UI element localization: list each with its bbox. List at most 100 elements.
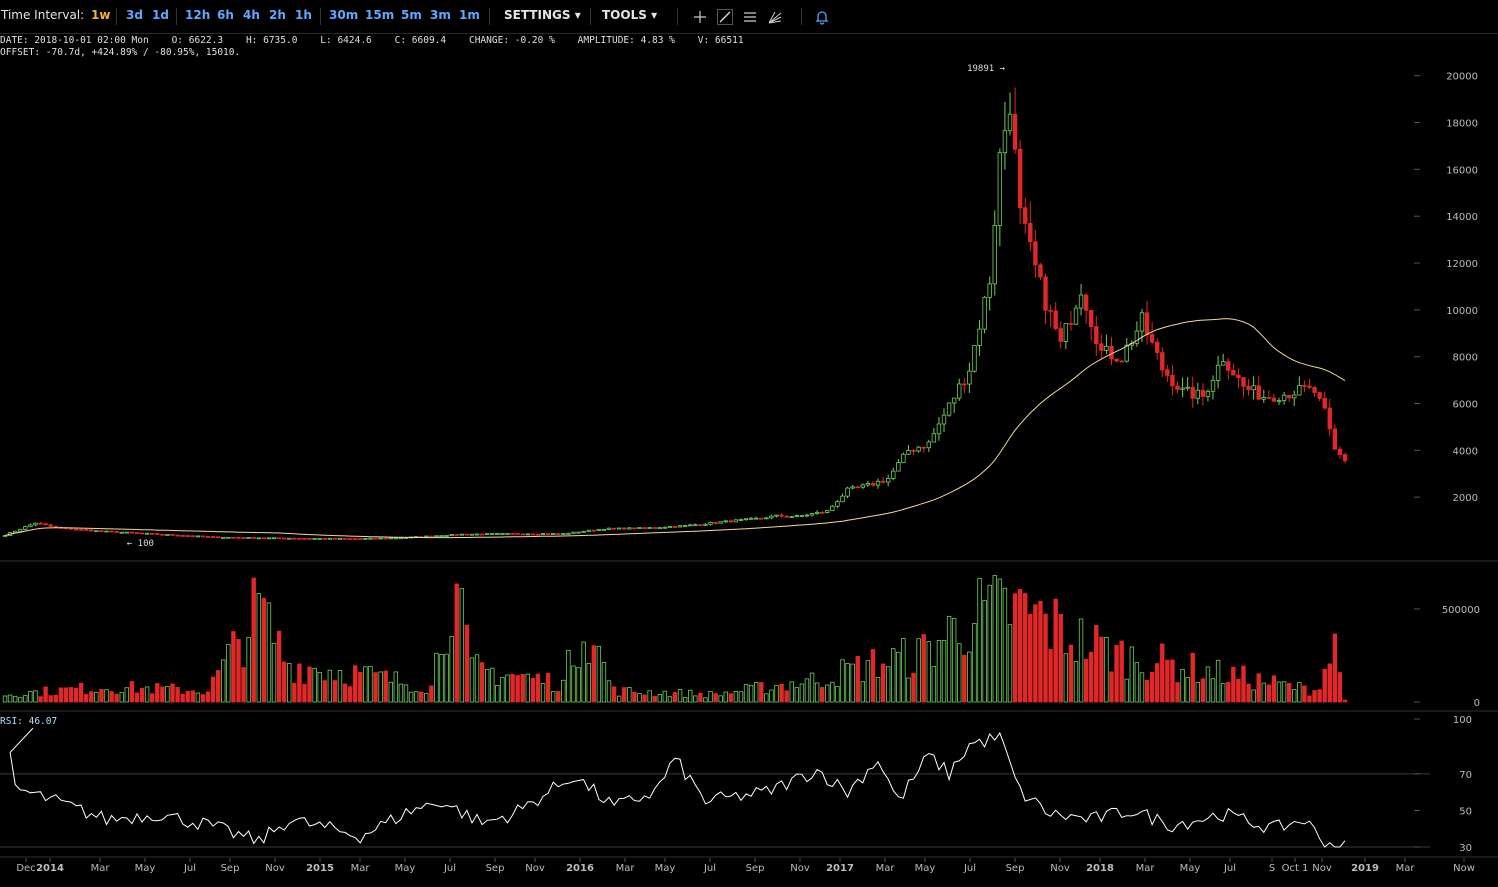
volume-bar (545, 673, 551, 703)
interval-5m[interactable]: 5m (401, 8, 422, 22)
candle-body (332, 537, 338, 540)
candle-body (490, 533, 495, 536)
candle-body (246, 537, 251, 539)
volume-bar (774, 685, 779, 703)
price-axis-label: 6000 (1453, 400, 1478, 411)
interval-6h[interactable]: 6h (217, 8, 234, 22)
volume-bar (637, 692, 642, 703)
candle-body (784, 515, 789, 518)
settings-menu[interactable]: SETTINGS ▾ (504, 8, 581, 22)
price-axis-label: 18000 (1446, 119, 1478, 130)
volume-bar (215, 670, 221, 703)
candle-body (1033, 241, 1038, 266)
candle-body (185, 535, 190, 537)
settings-label: SETTINGS (504, 8, 571, 22)
volume-bar (667, 696, 673, 703)
volume-bar (1256, 673, 1261, 703)
volume-bar (738, 691, 744, 703)
volume-bar (1220, 683, 1226, 703)
candle-body (1058, 328, 1063, 342)
interval-1m[interactable]: 1m (459, 8, 480, 22)
trendline-icon[interactable] (717, 9, 733, 25)
separator (176, 8, 177, 25)
volume-bar (378, 671, 383, 703)
interval-12h[interactable]: 12h (185, 8, 211, 22)
volume-bar (73, 687, 79, 703)
volume-bar (1342, 699, 1348, 703)
volume-bar (327, 669, 333, 703)
crosshair-icon[interactable] (692, 9, 708, 25)
volume-bar (936, 640, 942, 703)
candle-body (89, 529, 94, 532)
volume-bar (1266, 684, 1272, 703)
bell-icon[interactable] (814, 9, 830, 25)
time-axis-label: Mar (351, 863, 371, 874)
candle-body (540, 533, 546, 536)
volume-bar (677, 689, 683, 703)
time-axis-label: 2016 (566, 863, 594, 874)
volume-bar (1104, 636, 1109, 703)
separator (801, 8, 802, 25)
interval-30m[interactable]: 30m (329, 8, 359, 22)
candle-body (1089, 309, 1094, 328)
candle-body (210, 536, 216, 538)
volume-bar (1068, 644, 1074, 703)
interval-4h[interactable]: 4h (243, 8, 260, 22)
candle-body (850, 486, 855, 489)
candle-body (718, 521, 723, 524)
time-axis-label: S (1269, 863, 1275, 874)
candle-body (464, 533, 470, 536)
volume-bar (525, 673, 531, 703)
ohlc-info-line: DATE: 2018-10-01 02:00 Mon O: 6622.3 H: … (0, 35, 744, 46)
price-axis-label: 4000 (1453, 446, 1478, 457)
volume-bar (89, 691, 94, 703)
volume-bar (388, 681, 393, 703)
volume-bar (205, 691, 211, 703)
time-axis-label: Mar (876, 863, 896, 874)
volume-bar (870, 649, 876, 703)
volume-bar (1322, 668, 1327, 703)
fan-icon[interactable] (767, 9, 783, 25)
volume-bar (1332, 633, 1338, 703)
candle-body (281, 537, 287, 540)
interval-1w[interactable]: 1w (91, 8, 111, 22)
candle-body (241, 537, 246, 539)
candle-body (571, 531, 576, 534)
volume-bar (550, 691, 556, 703)
interval-1h[interactable]: 1h (295, 8, 312, 22)
volume-bar (84, 694, 89, 703)
price-axis-label: 2000 (1453, 493, 1478, 504)
candle-body (911, 450, 916, 452)
candle-body (931, 433, 937, 443)
horizontal-lines-icon[interactable] (742, 9, 758, 25)
interval-3d[interactable]: 3d (126, 8, 143, 22)
volume-bar (901, 638, 906, 703)
rsi-axis-label: 70 (1459, 770, 1472, 781)
candle-body (1053, 310, 1058, 330)
candle-body (500, 533, 505, 535)
candle-body (200, 535, 206, 538)
candle-body (520, 533, 525, 536)
volume-bar (1246, 683, 1251, 703)
time-axis-label: 2014 (36, 863, 64, 874)
tools-menu[interactable]: TOOLS ▾ (602, 8, 657, 22)
candle-body (469, 533, 475, 536)
candle-body (236, 537, 241, 539)
time-axis-label: Sep (486, 863, 505, 874)
interval-3m[interactable]: 3m (430, 8, 451, 22)
interval-15m[interactable]: 15m (365, 8, 395, 22)
candle-body (632, 527, 637, 530)
interval-2h[interactable]: 2h (269, 8, 286, 22)
volume-bar (495, 684, 500, 703)
candle-body (459, 533, 465, 536)
volume-bar (576, 667, 581, 703)
candle-body (1256, 385, 1261, 400)
volume-bar (398, 683, 404, 703)
volume-bar (931, 666, 937, 703)
candle-body (63, 527, 69, 530)
candle-body (1124, 344, 1129, 362)
volume-bar (109, 691, 114, 703)
interval-1d[interactable]: 1d (152, 8, 169, 22)
volume-bar (490, 667, 495, 703)
